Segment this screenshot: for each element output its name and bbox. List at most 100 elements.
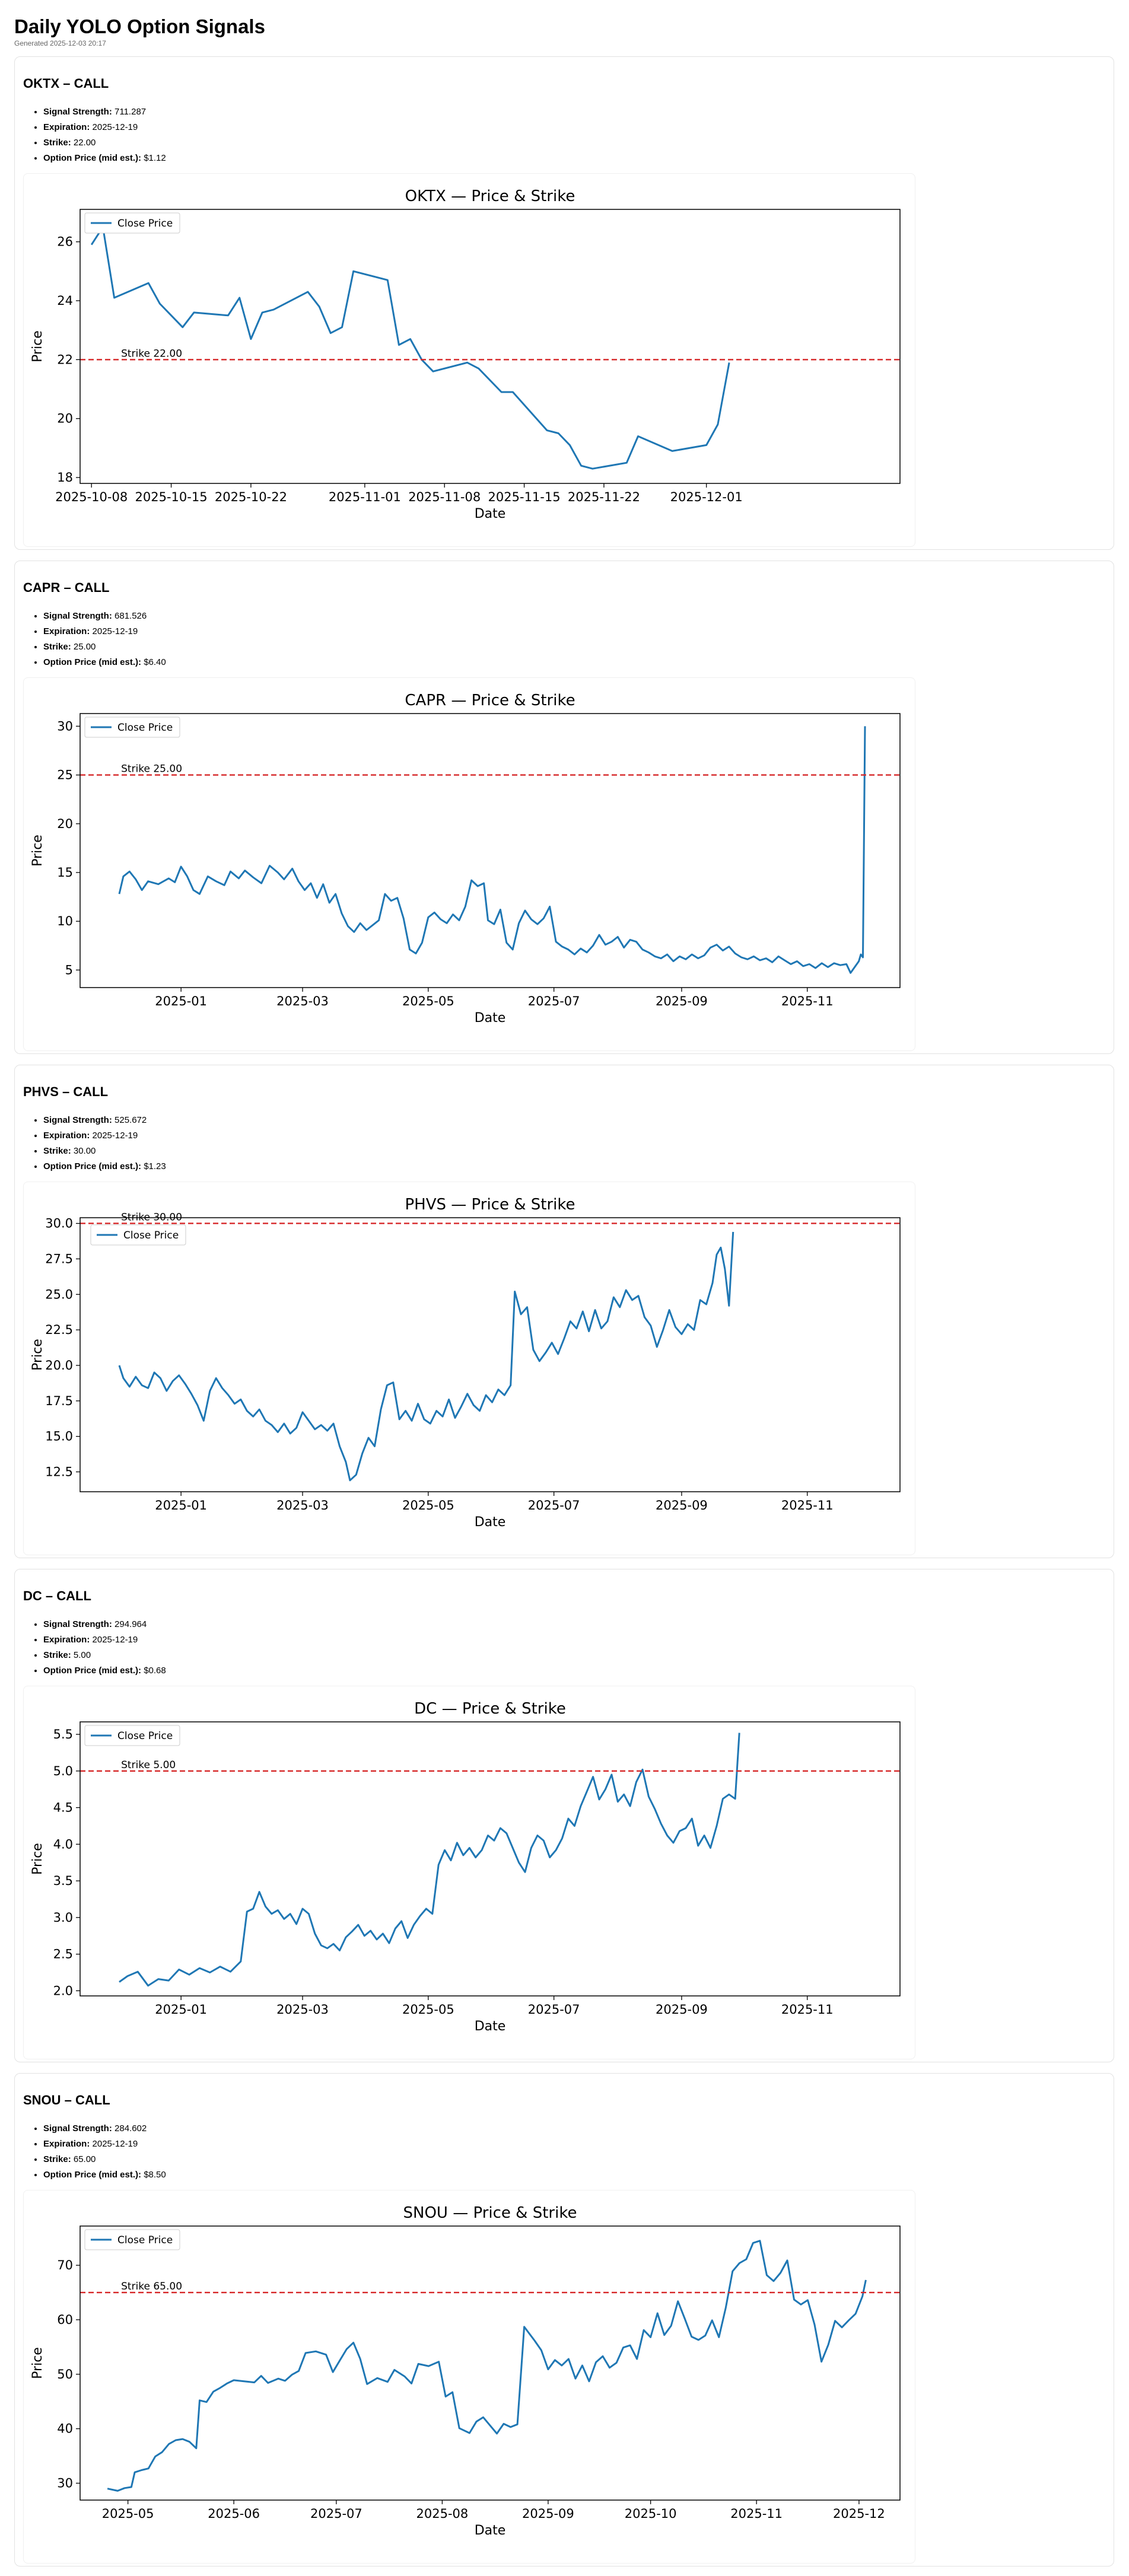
y-tick-label: 5 — [65, 963, 73, 977]
y-tick-label: 40 — [57, 2422, 73, 2436]
signal-card: DC – CALL Signal Strength: 294.964 Expir… — [14, 1569, 1114, 2062]
price-chart: DC — Price & Strike 2.0 2.5 3.0 3.5 4.0 4.5 5.0… — [23, 1686, 915, 2059]
chart-title: SNOU — Price & Strike — [403, 2204, 577, 2222]
x-axis-title: Date — [475, 2019, 506, 2034]
x-tick-label: 2025-03 — [276, 2002, 329, 2017]
y-tick-label: 22.5 — [45, 1323, 73, 1337]
legend-box — [84, 717, 180, 738]
chart-title: DC — Price & Strike — [414, 1700, 566, 1718]
option-price-item: Option Price (mid est.): $0.68 — [43, 1663, 166, 1679]
expiration-item: Expiration: 2025-12-19 — [43, 624, 166, 639]
plot-frame — [79, 713, 901, 988]
signal-strength-item: Signal Strength: 681.526 — [43, 609, 166, 624]
x-axis-title: Date — [475, 2523, 506, 2538]
y-tick-label: 70 — [57, 2258, 73, 2272]
option-price-item: Option Price (mid est.): $6.40 — [43, 655, 166, 670]
y-tick-label: 50 — [57, 2367, 73, 2381]
expiration-item: Expiration: 2025-12-19 — [43, 1128, 166, 1144]
y-axis-title: Price — [30, 2347, 45, 2379]
strike-label: Strike 22.00 — [121, 348, 182, 359]
close-price-line — [90, 226, 730, 470]
y-tick-label: 10 — [57, 914, 73, 928]
signal-card: SNOU – CALL Signal Strength: 284.602 Exp… — [14, 2073, 1114, 2567]
signal-strength-item: Signal Strength: 294.964 — [43, 1617, 166, 1632]
price-strike-chart: OKTX — Price & Strike 18 20 22 24 26 2025-10-0… — [30, 187, 901, 521]
plot-frame — [79, 209, 901, 484]
x-tick-label: 2025-07 — [310, 2507, 362, 2521]
signal-details: Signal Strength: 294.964 Expiration: 202… — [33, 1617, 166, 1679]
x-tick-label: 2025-11 — [781, 2002, 834, 2017]
y-tick-label: 30.0 — [45, 1217, 73, 1231]
legend-box — [84, 2229, 180, 2250]
price-strike-chart: DC — Price & Strike 2.0 2.5 3.0 3.5 4.0 4.5 5.0… — [30, 1700, 901, 2034]
x-tick-label: 2025-11-08 — [408, 490, 481, 504]
strike-item: Strike: 25.00 — [43, 639, 166, 655]
signal-strength-item: Signal Strength: 525.672 — [43, 1113, 166, 1128]
x-tick-label: 2025-12-01 — [670, 490, 743, 504]
y-tick-label: 20 — [57, 412, 73, 426]
legend-box — [84, 1725, 180, 1746]
signal-details: Signal Strength: 525.672 Expiration: 202… — [33, 1113, 166, 1174]
signal-heading: OKTX – CALL — [23, 76, 109, 91]
legend-box — [84, 212, 180, 234]
x-tick-label: 2025-05 — [102, 2507, 154, 2521]
x-tick-label: 2025-11 — [730, 2507, 783, 2521]
x-tick-label: 2025-10 — [625, 2507, 677, 2521]
y-tick-label: 5.5 — [53, 1727, 73, 1741]
price-chart: OKTX — Price & Strike 18 20 22 24 26 2025-10-0… — [23, 173, 915, 547]
y-tick-label: 4.0 — [53, 1837, 73, 1851]
y-axis-title: Price — [30, 330, 45, 362]
x-tick-label: 2025-10-08 — [55, 490, 128, 504]
x-tick-label: 2025-03 — [276, 1498, 329, 1513]
x-tick-label: 2025-11 — [781, 1498, 834, 1513]
generated-timestamp: Generated 2025-12-03 20:17 — [14, 39, 106, 47]
signal-details: Signal Strength: 681.526 Expiration: 202… — [33, 609, 166, 670]
x-tick-label: 2025-10-15 — [135, 490, 208, 504]
y-tick-label: 30 — [57, 719, 73, 733]
signal-heading: CAPR – CALL — [23, 580, 110, 595]
strike-item: Strike: 5.00 — [43, 1648, 166, 1663]
x-tick-label: 2025-11-01 — [329, 490, 401, 504]
y-tick-label: 12.5 — [45, 1464, 73, 1479]
x-tick-label: 2025-07 — [528, 994, 580, 1008]
legend-label: Close Price — [117, 722, 173, 734]
x-tick-label: 2025-11-22 — [568, 490, 640, 504]
x-tick-label: 2025-09 — [656, 994, 708, 1008]
signal-strength-item: Signal Strength: 284.602 — [43, 2121, 166, 2136]
signal-card: CAPR – CALL Signal Strength: 681.526 Exp… — [14, 561, 1114, 1054]
x-tick-label: 2025-07 — [528, 2002, 580, 2017]
strike-item: Strike: 30.00 — [43, 1144, 166, 1159]
price-chart: SNOU — Price & Strike 30 40 50 60 70 2025-05 20… — [23, 2190, 915, 2564]
x-tick-label: 2025-11 — [781, 994, 834, 1008]
expiration-item: Expiration: 2025-12-19 — [43, 2136, 166, 2152]
x-axis-title: Date — [475, 1011, 506, 1026]
close-price-line — [118, 1231, 734, 1482]
close-price-line — [107, 2240, 867, 2492]
x-tick-label: 2025-01 — [155, 994, 207, 1008]
option-price-item: Option Price (mid est.): $1.12 — [43, 151, 166, 166]
expiration-item: Expiration: 2025-12-19 — [43, 120, 166, 135]
y-tick-label: 22 — [57, 352, 73, 367]
y-tick-label: 3.5 — [53, 1874, 73, 1888]
option-price-item: Option Price (mid est.): $8.50 — [43, 2167, 166, 2183]
chart-title: PHVS — Price & Strike — [405, 1196, 575, 1214]
signal-details: Signal Strength: 711.287 Expiration: 202… — [33, 104, 166, 166]
price-chart: PHVS — Price & Strike 12.5 15.0 17.5 20.0 22.… — [23, 1182, 915, 1555]
y-tick-label: 30 — [57, 2476, 73, 2491]
signal-heading: PHVS – CALL — [23, 1084, 109, 1099]
y-tick-label: 25.0 — [45, 1287, 73, 1301]
y-axis-title: Price — [30, 1339, 45, 1371]
x-tick-label: 2025-07 — [528, 1498, 580, 1513]
legend-label: Close Price — [117, 1730, 173, 1742]
plot-frame — [79, 1721, 901, 1997]
x-tick-label: 2025-12 — [833, 2507, 885, 2521]
close-price-line — [118, 726, 866, 974]
strike-label: Strike 25.00 — [121, 763, 182, 775]
y-tick-label: 5.0 — [53, 1764, 73, 1778]
y-tick-label: 3.0 — [53, 1910, 73, 1925]
y-tick-label: 15.0 — [45, 1429, 73, 1444]
x-tick-label: 2025-06 — [208, 2507, 260, 2521]
signal-strength-item: Signal Strength: 711.287 — [43, 104, 166, 120]
x-tick-label: 2025-03 — [276, 994, 329, 1008]
x-tick-label: 2025-10-22 — [215, 490, 287, 504]
